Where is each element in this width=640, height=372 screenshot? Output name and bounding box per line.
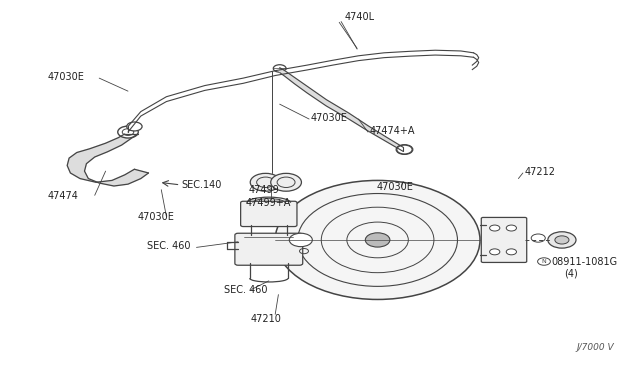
Text: SEC.140: SEC.140	[181, 180, 221, 190]
Text: 47499+A: 47499+A	[245, 198, 291, 208]
Circle shape	[275, 180, 480, 299]
Circle shape	[365, 233, 390, 247]
Circle shape	[397, 145, 412, 154]
FancyBboxPatch shape	[481, 217, 527, 263]
Circle shape	[396, 145, 413, 154]
Text: 47030E: 47030E	[376, 182, 413, 192]
Text: 47030E: 47030E	[138, 212, 175, 221]
Text: (4): (4)	[564, 269, 578, 278]
FancyBboxPatch shape	[241, 201, 297, 227]
Text: 08911-1081G: 08911-1081G	[552, 257, 618, 266]
Text: J/7000 V: J/7000 V	[577, 343, 614, 352]
Circle shape	[490, 225, 500, 231]
Text: SEC. 460: SEC. 460	[224, 285, 268, 295]
Circle shape	[548, 232, 576, 248]
Circle shape	[250, 173, 281, 191]
Polygon shape	[280, 68, 403, 151]
Text: 47474: 47474	[48, 191, 79, 201]
Text: 47499: 47499	[248, 186, 279, 195]
Text: 47212: 47212	[525, 167, 556, 177]
Circle shape	[506, 225, 516, 231]
Text: 47210: 47210	[251, 314, 282, 324]
Circle shape	[490, 249, 500, 255]
Circle shape	[118, 126, 138, 138]
Text: 47030E: 47030E	[311, 113, 348, 123]
Circle shape	[555, 236, 569, 244]
Circle shape	[289, 233, 312, 247]
Circle shape	[271, 173, 301, 191]
Circle shape	[506, 249, 516, 255]
Circle shape	[273, 65, 286, 72]
Circle shape	[127, 122, 142, 131]
Text: 47030E: 47030E	[48, 72, 85, 82]
Text: 47474+A: 47474+A	[370, 126, 415, 136]
Text: SEC. 460: SEC. 460	[147, 241, 191, 251]
FancyBboxPatch shape	[235, 233, 303, 265]
Polygon shape	[67, 134, 148, 186]
Text: N: N	[541, 259, 547, 264]
Text: 4740L: 4740L	[344, 12, 374, 22]
